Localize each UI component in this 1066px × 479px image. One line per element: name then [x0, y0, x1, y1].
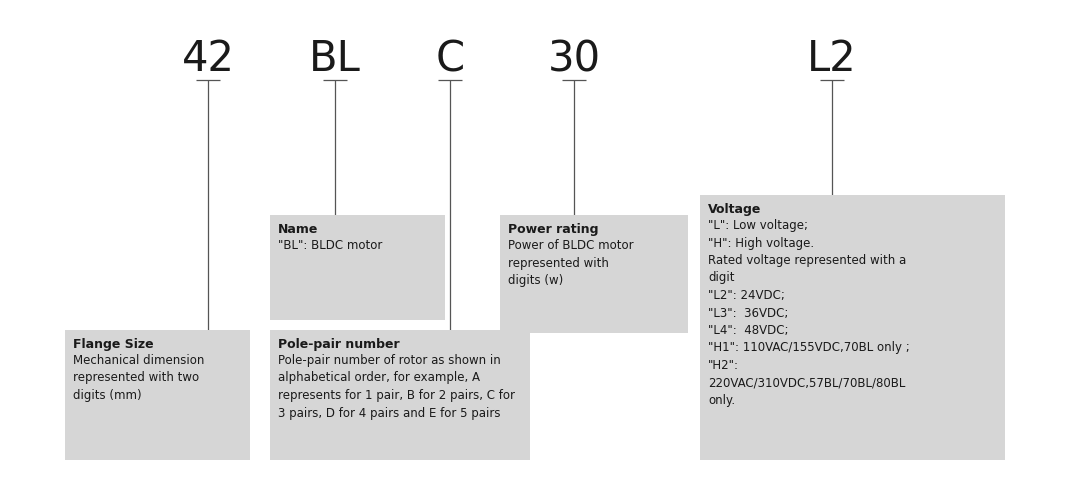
Text: 30: 30: [548, 38, 600, 80]
Text: L2: L2: [807, 38, 857, 80]
Text: BL: BL: [309, 38, 361, 80]
Text: Mechanical dimension
represented with two
digits (mm): Mechanical dimension represented with tw…: [72, 354, 205, 402]
Text: Pole-pair number: Pole-pair number: [278, 338, 400, 351]
FancyBboxPatch shape: [270, 330, 530, 460]
Text: 42: 42: [181, 38, 235, 80]
Text: Flange Size: Flange Size: [72, 338, 154, 351]
Text: Voltage: Voltage: [708, 203, 761, 216]
Text: Power rating: Power rating: [508, 223, 598, 236]
FancyBboxPatch shape: [65, 330, 251, 460]
FancyBboxPatch shape: [270, 215, 445, 320]
Text: "L": Low voltage;
"H": High voltage.
Rated voltage represented with a
digit
"L2": "L": Low voltage; "H": High voltage. Rat…: [708, 219, 909, 407]
Text: C: C: [435, 38, 465, 80]
FancyBboxPatch shape: [700, 195, 1005, 460]
Text: Name: Name: [278, 223, 319, 236]
Text: Power of BLDC motor
represented with
digits (w): Power of BLDC motor represented with dig…: [508, 239, 633, 287]
FancyBboxPatch shape: [500, 215, 688, 333]
Text: "BL": BLDC motor: "BL": BLDC motor: [278, 239, 383, 252]
Text: Pole-pair number of rotor as shown in
alphabetical order, for example, A
represe: Pole-pair number of rotor as shown in al…: [278, 354, 515, 420]
